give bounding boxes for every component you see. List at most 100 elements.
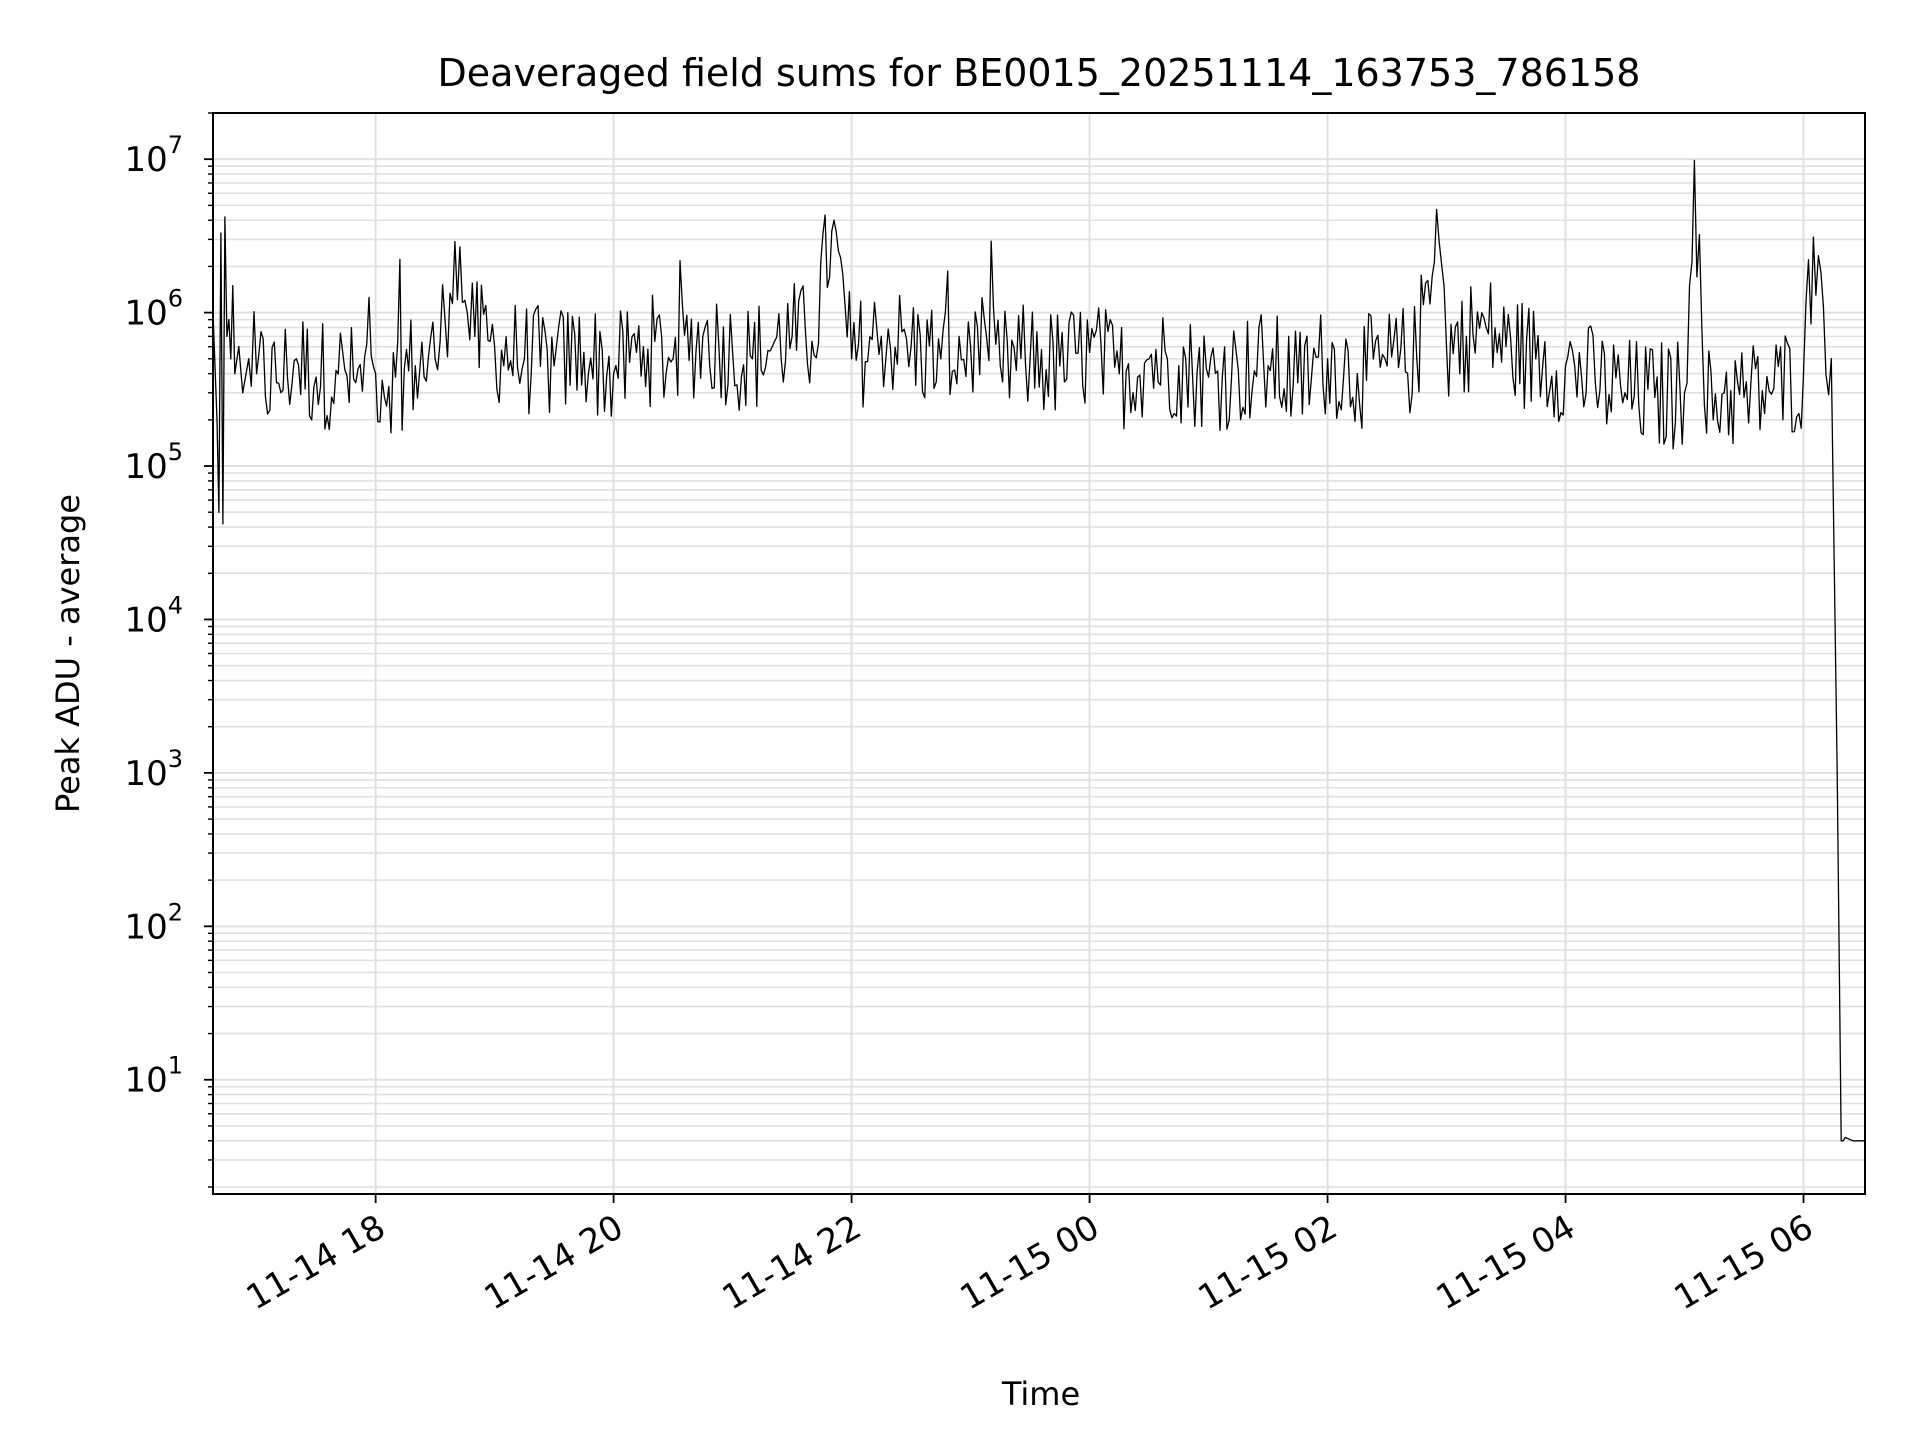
data-point xyxy=(315,376,317,378)
y-tick-label: 103 xyxy=(124,745,183,794)
data-point xyxy=(1416,358,1418,360)
data-point xyxy=(613,373,615,375)
data-point xyxy=(1118,373,1120,375)
data-point xyxy=(1029,358,1031,360)
y-axis-label: Peak ADU - average xyxy=(49,494,87,813)
data-point xyxy=(222,523,224,525)
data-point xyxy=(1594,381,1596,384)
y-tick-label-exponent: 4 xyxy=(168,591,183,619)
data-point xyxy=(454,241,456,243)
y-tick-label-base: 10 xyxy=(124,447,167,487)
data-point xyxy=(791,335,793,337)
data-point xyxy=(702,335,704,337)
data-point xyxy=(394,376,397,378)
data-point xyxy=(474,335,476,337)
y-tick-label-exponent: 2 xyxy=(168,898,183,926)
data-point xyxy=(464,299,466,302)
data-point xyxy=(1836,772,1838,774)
data-point xyxy=(335,369,337,372)
y-tick-label-base: 10 xyxy=(124,754,167,794)
data-point xyxy=(242,392,244,394)
y-tick-label-exponent: 3 xyxy=(168,745,183,773)
data-point xyxy=(1840,1140,1842,1142)
data-point xyxy=(228,319,230,321)
data-point xyxy=(494,346,496,348)
data-point xyxy=(234,373,236,375)
data-point xyxy=(751,358,754,360)
data-point xyxy=(1059,365,1061,367)
data-point xyxy=(1237,369,1239,372)
data-point xyxy=(1148,358,1150,360)
data-point xyxy=(232,284,234,287)
data-point xyxy=(1773,387,1775,390)
data-point xyxy=(226,335,228,337)
data-point xyxy=(1683,392,1686,394)
data-point xyxy=(1485,326,1487,329)
data-point xyxy=(1386,365,1388,367)
data-point xyxy=(1445,346,1448,348)
data-point xyxy=(910,346,912,348)
data-point xyxy=(1356,373,1358,375)
data-point xyxy=(1822,305,1824,307)
data-point xyxy=(1088,351,1091,354)
data-point xyxy=(1505,346,1507,348)
data-point xyxy=(256,373,258,375)
data-point xyxy=(811,340,813,342)
data-point xyxy=(1852,1140,1854,1142)
data-point xyxy=(1436,208,1438,211)
y-tick-label-base: 10 xyxy=(124,140,167,180)
data-point xyxy=(1830,358,1832,360)
data-point xyxy=(1654,396,1656,399)
data-point xyxy=(523,358,525,360)
y-tick-label-base: 10 xyxy=(124,600,167,640)
chart-title: Deaveraged field sums for BE0015_2025111… xyxy=(438,51,1641,95)
data-point xyxy=(999,365,1001,367)
y-tick-label-exponent: 6 xyxy=(168,285,183,313)
data-point xyxy=(1844,1136,1846,1139)
y-tick-label-base: 10 xyxy=(124,294,167,334)
data-point xyxy=(1703,404,1705,406)
data-point xyxy=(880,335,882,337)
data-point xyxy=(1535,358,1537,360)
y-tick-label: 101 xyxy=(124,1052,183,1101)
y-tick-label: 105 xyxy=(124,438,183,487)
y-tick-label-base: 10 xyxy=(124,907,167,947)
data-point xyxy=(940,358,942,360)
data-point xyxy=(1465,335,1467,337)
data-point xyxy=(355,381,357,384)
series-line xyxy=(212,159,1865,1142)
data-point xyxy=(1297,381,1299,384)
data-point xyxy=(444,319,446,321)
y-tick-label: 107 xyxy=(124,131,183,180)
y-tick-label-exponent: 1 xyxy=(168,1052,183,1080)
data-point xyxy=(414,365,416,367)
data-point xyxy=(220,232,222,234)
data-point xyxy=(218,511,220,513)
y-tick-label: 102 xyxy=(124,898,183,947)
data-point xyxy=(771,346,773,348)
data-point xyxy=(1802,373,1805,375)
data-layer xyxy=(212,159,1866,1142)
data-point xyxy=(375,373,377,375)
data-point xyxy=(672,358,674,360)
data-point xyxy=(850,358,853,360)
data-point xyxy=(230,358,232,360)
data-point xyxy=(275,381,278,384)
data-point xyxy=(224,216,226,218)
data-point xyxy=(583,351,585,354)
y-tick-label: 104 xyxy=(124,591,183,640)
data-point xyxy=(553,365,555,367)
data-point xyxy=(1624,392,1626,394)
data-point xyxy=(216,419,218,421)
data-point xyxy=(1326,358,1329,360)
data-point xyxy=(248,358,250,360)
x-axis-label: Time xyxy=(1001,1375,1080,1413)
data-point xyxy=(1267,365,1269,367)
data-point xyxy=(1842,1140,1844,1142)
data-point xyxy=(969,346,972,348)
y-tick-label: 106 xyxy=(124,285,183,334)
data-point xyxy=(238,346,240,348)
